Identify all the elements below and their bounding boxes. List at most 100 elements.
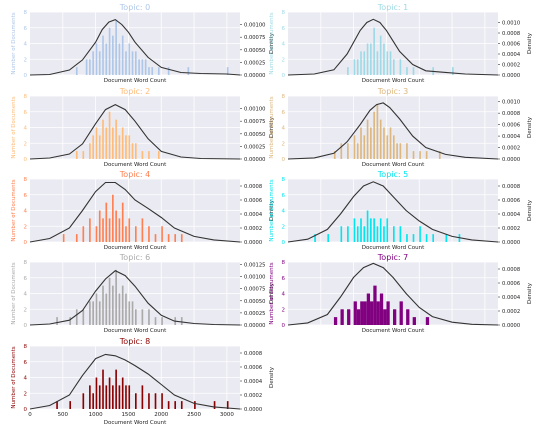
histogram-bar — [386, 51, 389, 75]
histogram-bar — [333, 151, 336, 159]
histogram-bar — [135, 143, 137, 159]
histogram-bar — [75, 309, 78, 325]
histogram-bar — [115, 369, 117, 409]
histogram-bar — [112, 285, 114, 325]
histogram-bar — [379, 119, 382, 159]
histogram-bar — [95, 127, 98, 159]
histogram-bar — [148, 151, 150, 159]
histogram-bar — [115, 269, 117, 325]
panel-title: Topic: 1 — [377, 3, 408, 12]
panel-title: Topic: 8 — [119, 337, 150, 346]
topic-panel-7: 0 2 4 6 8 0.0000 0.0002 0.0004 0.0006 0.0008 Topic… — [269, 253, 533, 334]
histogram-bar — [379, 35, 382, 75]
y-tick-label: 8 — [282, 94, 286, 100]
density-axis-label: Density — [527, 282, 533, 304]
histogram-bar — [373, 111, 375, 159]
density-tick-label: 0.0000 — [244, 240, 262, 246]
density-axis-label: Density — [269, 199, 275, 221]
histogram-bar — [131, 143, 134, 159]
histogram-bar — [356, 143, 359, 159]
histogram-bar — [148, 67, 150, 75]
histogram-bar — [406, 143, 408, 159]
histogram-bar — [406, 67, 408, 75]
histogram-bar — [360, 301, 364, 325]
histogram-bar — [399, 226, 402, 242]
x-axis-label: Document Word Count — [362, 245, 425, 251]
histogram-bar — [340, 143, 343, 159]
y-tick-label: 6 — [24, 360, 28, 366]
histogram-bar — [340, 226, 343, 242]
histogram-bar — [89, 218, 91, 242]
y-tick-label: 8 — [24, 94, 28, 100]
histogram-bar — [148, 226, 150, 242]
density-tick-label: 0.0004 — [502, 52, 521, 58]
histogram-bar — [105, 385, 108, 409]
y-tick-label: 2 — [282, 57, 286, 63]
density-tick-label: 0.00075 — [244, 287, 265, 293]
histogram-bar — [412, 317, 416, 325]
histogram-bar — [161, 317, 163, 325]
y-tick-label: 6 — [24, 26, 28, 32]
histogram-bar — [383, 309, 387, 325]
y-tick-label: 8 — [24, 10, 28, 16]
density-tick-label: 0.00000 — [244, 157, 265, 163]
histogram-bar — [167, 234, 170, 242]
x-tick-label: 1000 — [89, 412, 103, 418]
histogram-bar — [383, 226, 385, 242]
histogram-bar — [135, 226, 137, 242]
histogram-bar — [148, 309, 150, 325]
histogram-bar — [379, 293, 384, 325]
y-axis-label: Number of Documents — [11, 179, 17, 241]
histogram-bar — [92, 393, 94, 409]
histogram-bar — [121, 285, 124, 325]
density-tick-label: 0.0006 — [244, 365, 262, 371]
histogram-bar — [180, 317, 183, 325]
histogram-bar — [154, 234, 157, 242]
histogram-bar — [425, 234, 428, 242]
histogram-bar — [356, 59, 359, 75]
x-tick-label: 500 — [58, 412, 69, 418]
density-tick-label: 0.00100 — [244, 275, 265, 281]
histogram-bar — [128, 43, 131, 75]
histogram-bar — [174, 234, 177, 242]
histogram-bar — [396, 143, 398, 159]
histogram-bar — [366, 293, 371, 325]
histogram-bar — [167, 67, 170, 75]
y-tick-label: 6 — [24, 193, 28, 199]
density-tick-label: 0.0002 — [244, 226, 262, 232]
histogram-bar — [108, 27, 111, 75]
histogram-bar — [406, 234, 408, 242]
histogram-bar — [412, 151, 415, 159]
histogram-bar — [445, 234, 448, 242]
density-tick-label: 0.0004 — [244, 212, 263, 218]
y-axis-label: Number of Documents — [269, 96, 275, 158]
histogram-bar — [102, 369, 104, 409]
histogram-bar — [213, 401, 216, 409]
y-tick-label: 2 — [24, 307, 28, 313]
y-axis-label: Number of Documents — [11, 96, 17, 158]
density-tick-label: 0.0004 — [502, 295, 521, 301]
y-tick-label: 0 — [282, 73, 286, 79]
x-axis-label: Document Word Count — [104, 245, 167, 251]
histogram-bar — [438, 151, 441, 159]
histogram-bar — [105, 293, 108, 325]
histogram-bar — [118, 385, 121, 409]
histogram-bar — [340, 309, 344, 325]
histogram-bar — [383, 127, 385, 159]
histogram-bar — [393, 135, 395, 159]
histogram-bar — [376, 226, 379, 242]
histogram-bar — [121, 35, 124, 75]
density-axis-label: Density — [527, 32, 533, 54]
density-axis-label: Density — [269, 366, 275, 388]
topic-panel-1: 0 2 4 6 8 0.0000 0.0002 0.0004 0.0006 0.0008 0.001… — [269, 3, 533, 84]
y-tick-label: 0 — [24, 407, 28, 413]
density-tick-label: 0.0002 — [502, 63, 520, 69]
density-tick-label: 0.00100 — [244, 107, 265, 113]
histogram-bar — [419, 151, 421, 159]
histogram-bar — [144, 59, 147, 75]
density-tick-label: 0.0006 — [502, 198, 520, 204]
histogram-bar — [141, 59, 144, 75]
density-tick-label: 0.00050 — [244, 48, 265, 54]
histogram-bar — [115, 19, 117, 75]
density-curve — [29, 103, 241, 160]
